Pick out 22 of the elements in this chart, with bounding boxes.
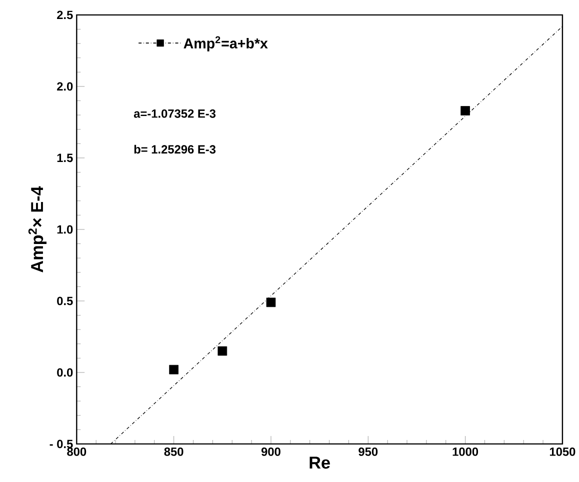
x-tick-label: 950 xyxy=(358,448,378,456)
x-tick-label: 800 xyxy=(67,448,86,456)
y-tick-label: 2.5 xyxy=(57,10,73,20)
y-tick-label: 2.0 xyxy=(57,82,73,91)
point xyxy=(460,106,470,116)
y-tick-label: 1.0 xyxy=(57,225,73,234)
x-tick-label: 850 xyxy=(164,448,184,456)
point xyxy=(218,346,228,356)
y-tick-label: 0.0 xyxy=(57,368,73,377)
y-tick-label: - 0.5 xyxy=(50,440,73,448)
y-tick-label: 1.5 xyxy=(57,154,73,162)
x-tick-label: 1050 xyxy=(550,448,576,456)
x-tick-label: 1000 xyxy=(452,448,478,456)
legend-label: Amp$^{2}$=a+b*x xyxy=(184,36,268,52)
annotation: a=-1.07352 E-3 xyxy=(134,109,216,118)
annotation: b= 1.25296 E-3 xyxy=(134,144,216,154)
x-axis-title: Re xyxy=(310,456,330,469)
point xyxy=(169,365,178,374)
y-tick-label: 0.5 xyxy=(57,296,73,306)
x-tick-label: 900 xyxy=(261,448,280,456)
point xyxy=(266,298,276,308)
y-axis-title: Amp$^{2}$× E-4 xyxy=(28,186,47,272)
